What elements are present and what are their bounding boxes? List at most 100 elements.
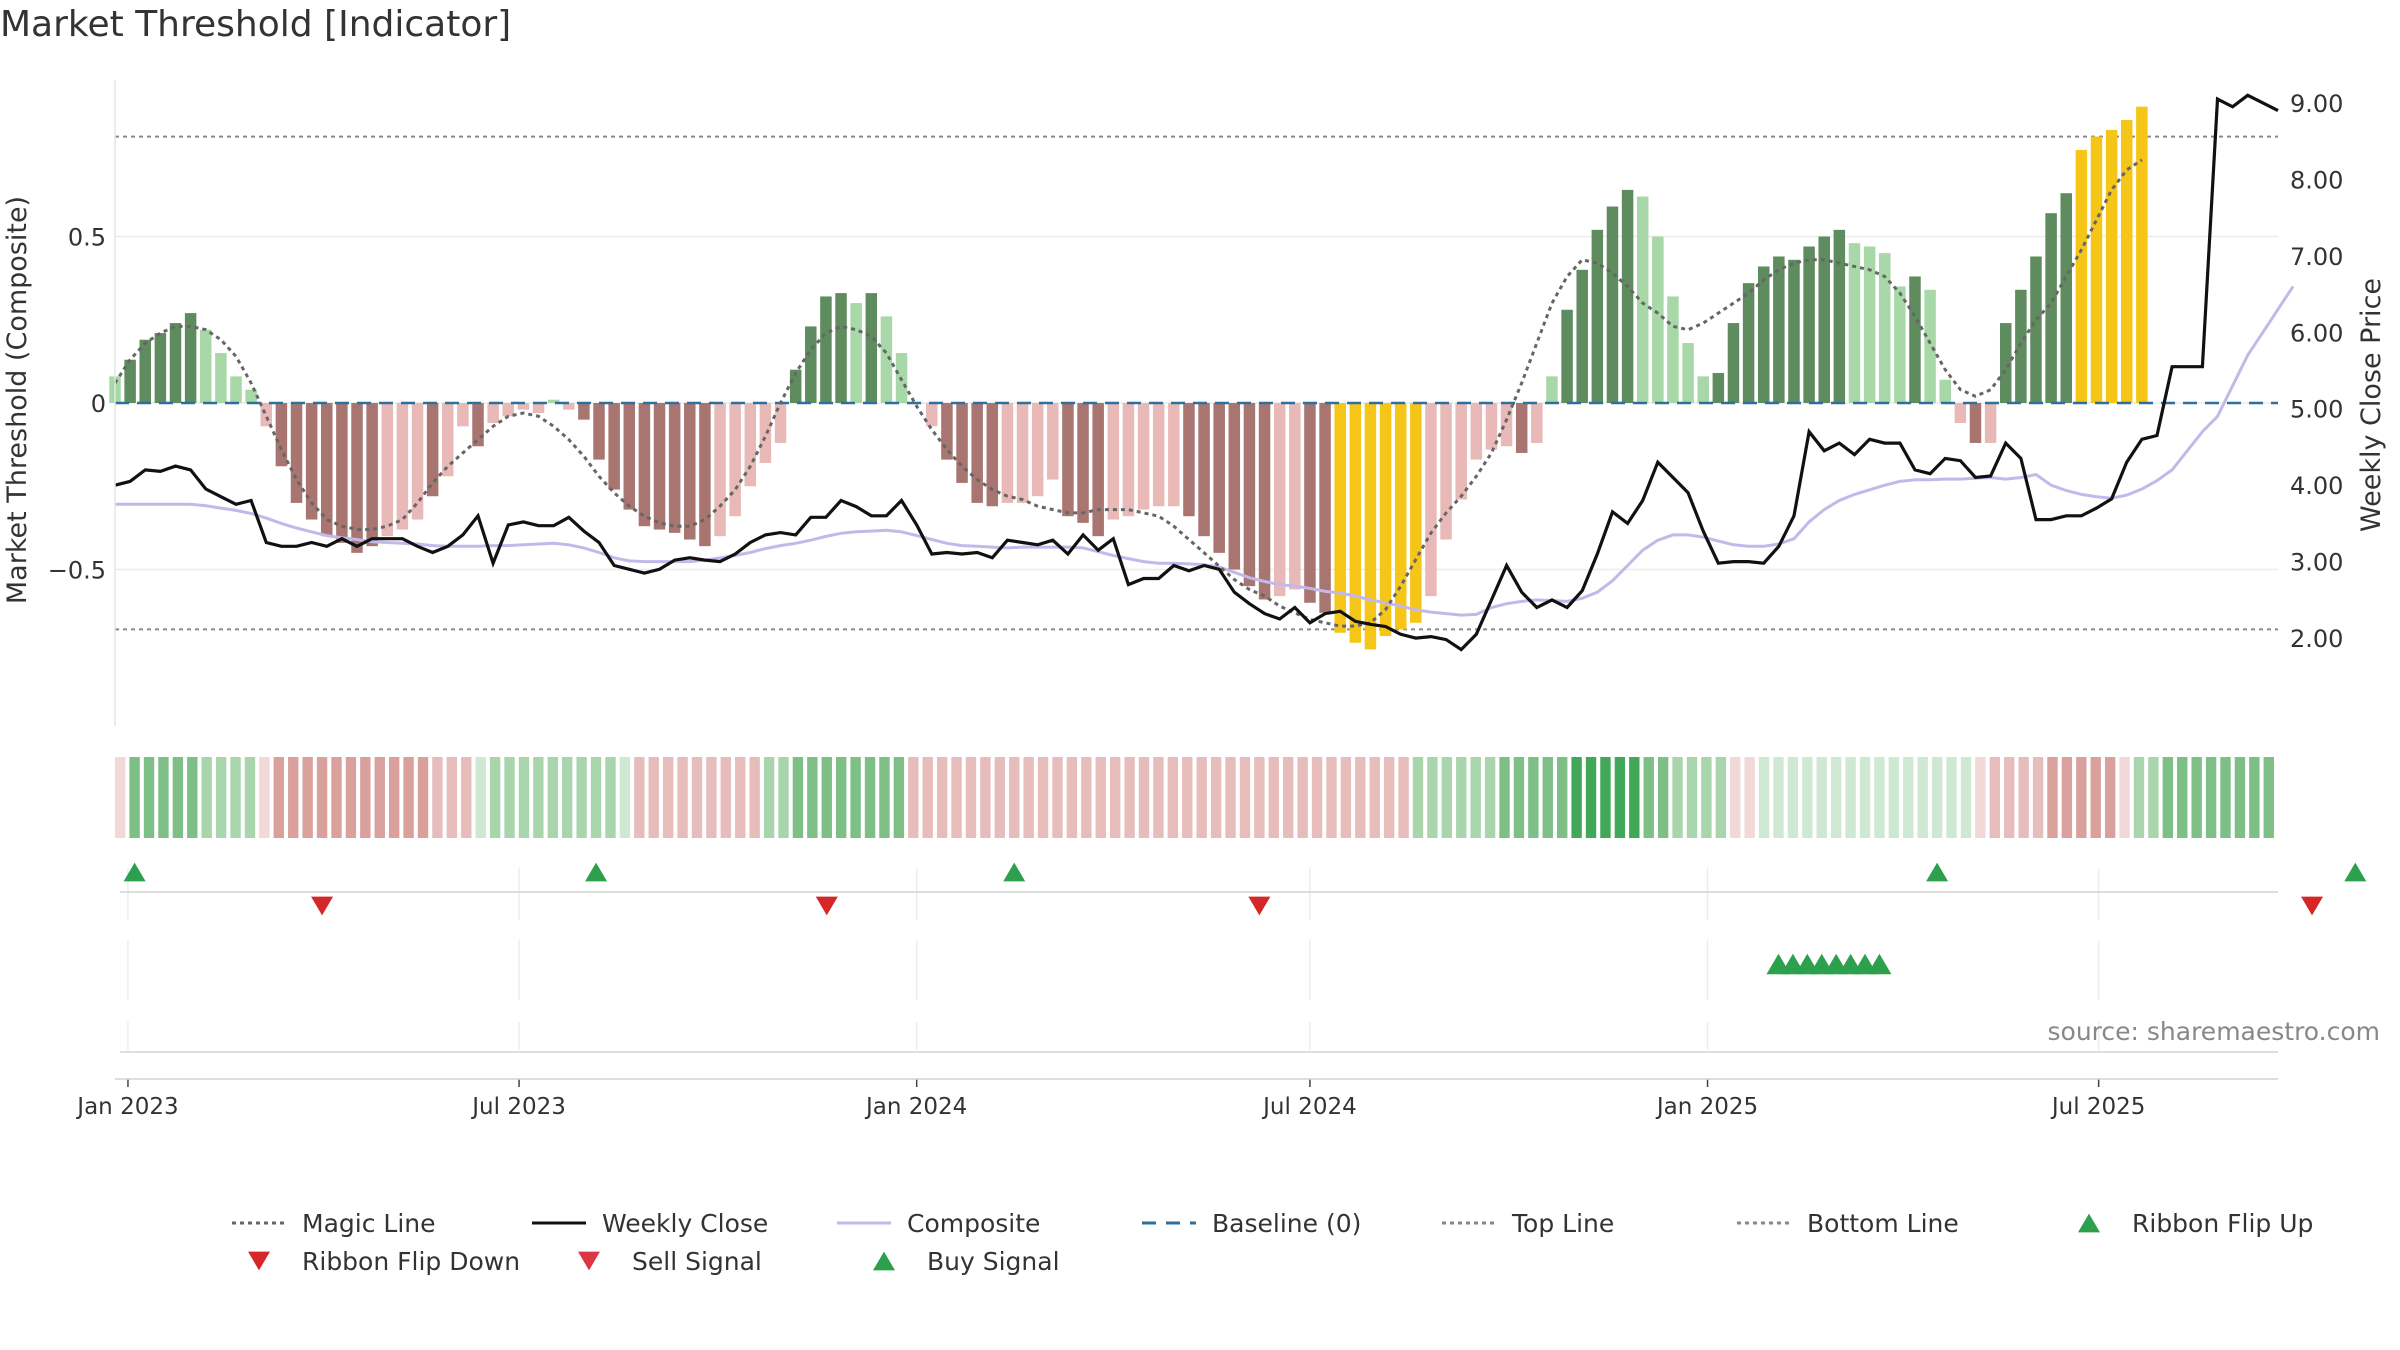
composite-bar bbox=[1894, 286, 1906, 403]
composite-bar bbox=[396, 403, 409, 530]
ribbon-segment bbox=[143, 757, 155, 838]
ribbon-segment bbox=[1830, 757, 1842, 838]
ribbon-segment bbox=[2220, 757, 2231, 838]
ribbon-segment bbox=[1023, 757, 1034, 838]
composite-bar bbox=[668, 403, 681, 533]
ribbon-segment bbox=[1124, 757, 1135, 838]
ribbon-segment bbox=[677, 757, 688, 838]
composite-bar bbox=[1999, 323, 2012, 403]
ribbon-segment bbox=[518, 757, 530, 838]
ribbon-segment bbox=[2148, 757, 2159, 838]
composite-bar bbox=[1485, 403, 1498, 450]
composite-bar bbox=[1455, 403, 1467, 500]
ribbon-segment bbox=[2032, 757, 2044, 838]
ribbon-segment bbox=[244, 757, 256, 838]
ribbon-segment bbox=[1412, 757, 1424, 838]
ribbon-segment bbox=[1369, 757, 1380, 838]
legend-item: Composite bbox=[835, 1205, 1040, 1241]
composite-bar bbox=[305, 403, 318, 520]
composite-bar bbox=[714, 403, 726, 537]
ribbon-segment bbox=[980, 757, 991, 838]
ribbon-segment bbox=[1946, 757, 1957, 838]
composite-bar bbox=[1349, 403, 1362, 643]
ribbon-segment bbox=[2177, 757, 2188, 838]
composite-bar bbox=[200, 329, 212, 403]
composite-bar bbox=[2120, 119, 2133, 403]
ribbon-segment bbox=[720, 757, 732, 838]
y-axis-label-left: Market Threshold (Composite) bbox=[2, 196, 33, 604]
magic-line bbox=[113, 158, 2143, 628]
ribbon-segment bbox=[2104, 757, 2116, 838]
ribbon-segment bbox=[1787, 757, 1799, 838]
ribbon-segment bbox=[302, 757, 313, 838]
composite-bar bbox=[1152, 403, 1165, 507]
composite-bar bbox=[608, 403, 620, 490]
composite-bar bbox=[880, 316, 893, 403]
ribbon-segment bbox=[432, 757, 443, 838]
x-tick-label: Jan 2023 bbox=[75, 1094, 178, 1120]
composite-bar bbox=[1031, 403, 1044, 497]
composite-bar bbox=[1576, 269, 1588, 403]
ribbon-segment bbox=[1210, 757, 1222, 838]
composite-bar bbox=[1092, 403, 1104, 537]
composite-bar bbox=[653, 403, 666, 530]
composite-bar bbox=[1788, 259, 1800, 403]
ribbon-segment bbox=[388, 757, 400, 838]
x-tick-label: Jul 2025 bbox=[2050, 1094, 2146, 1120]
y-tick-label-right: 4.00 bbox=[2290, 472, 2343, 500]
right-y-ticks: 9.00 8.00 7.00 6.00 5.00 4.00 3.00 2.00 bbox=[2290, 90, 2343, 653]
composite-bar bbox=[426, 403, 439, 497]
composite-bar bbox=[820, 296, 832, 403]
composite-bar bbox=[1001, 403, 1014, 503]
composite-bar bbox=[487, 403, 499, 423]
ribbon-flip-down-marker bbox=[1248, 896, 1271, 916]
ribbon-segment bbox=[1715, 757, 1727, 838]
ribbon-segment bbox=[2018, 757, 2029, 838]
composite-bar bbox=[1047, 403, 1059, 480]
composite-bar bbox=[971, 403, 983, 503]
ribbon-segment bbox=[1585, 757, 1597, 838]
legend-label: Buy Signal bbox=[927, 1246, 1060, 1276]
ribbon-segment bbox=[1657, 757, 1669, 838]
composite-bar bbox=[472, 403, 484, 447]
composite-bar bbox=[260, 403, 273, 427]
legend-swatch bbox=[837, 1221, 891, 1225]
ribbon-segment bbox=[1802, 757, 1813, 838]
composite-bar bbox=[1727, 323, 1740, 403]
composite-bar bbox=[336, 403, 348, 543]
legend-item: Bottom Line bbox=[1735, 1205, 1959, 1241]
composite-bar bbox=[774, 403, 787, 443]
legend-swatch bbox=[532, 1221, 586, 1225]
composite-bar bbox=[593, 403, 605, 460]
composite-bar bbox=[1939, 379, 1951, 403]
composite-bar bbox=[1969, 403, 1982, 443]
y-tick-label-right: 2.00 bbox=[2290, 625, 2343, 653]
composite-bar bbox=[1878, 253, 1891, 403]
legend-label: Bottom Line bbox=[1807, 1208, 1959, 1238]
legend-swatch bbox=[248, 1251, 270, 1271]
composite-bar bbox=[835, 293, 847, 403]
reference-lines bbox=[115, 135, 2278, 631]
legend-label: Sell Signal bbox=[632, 1246, 762, 1276]
ribbon-segment bbox=[201, 757, 212, 838]
ribbon-segment bbox=[1629, 757, 1640, 838]
ribbon-segment bbox=[446, 757, 458, 838]
composite-bar bbox=[2045, 213, 2057, 403]
ribbon-segment bbox=[1254, 757, 1265, 838]
composite-bar bbox=[517, 403, 530, 410]
ribbon-segment bbox=[1456, 757, 1467, 838]
ribbon-segment bbox=[187, 757, 198, 838]
composite-bar bbox=[1803, 246, 1815, 403]
ribbon-segment bbox=[1427, 757, 1438, 838]
ribbon-segment bbox=[951, 757, 962, 838]
composite-bar bbox=[1591, 229, 1604, 403]
composite-bar bbox=[1909, 276, 1921, 403]
composite-bar bbox=[1606, 206, 1619, 403]
ribbon-segment bbox=[893, 757, 905, 838]
ribbon-segment bbox=[172, 757, 184, 838]
composite-bar bbox=[351, 403, 363, 553]
composite-bar bbox=[502, 403, 515, 417]
signal-panel bbox=[120, 940, 2278, 1053]
y-tick-label-left: −0.5 bbox=[48, 556, 106, 584]
ribbon-segment bbox=[2263, 757, 2274, 838]
